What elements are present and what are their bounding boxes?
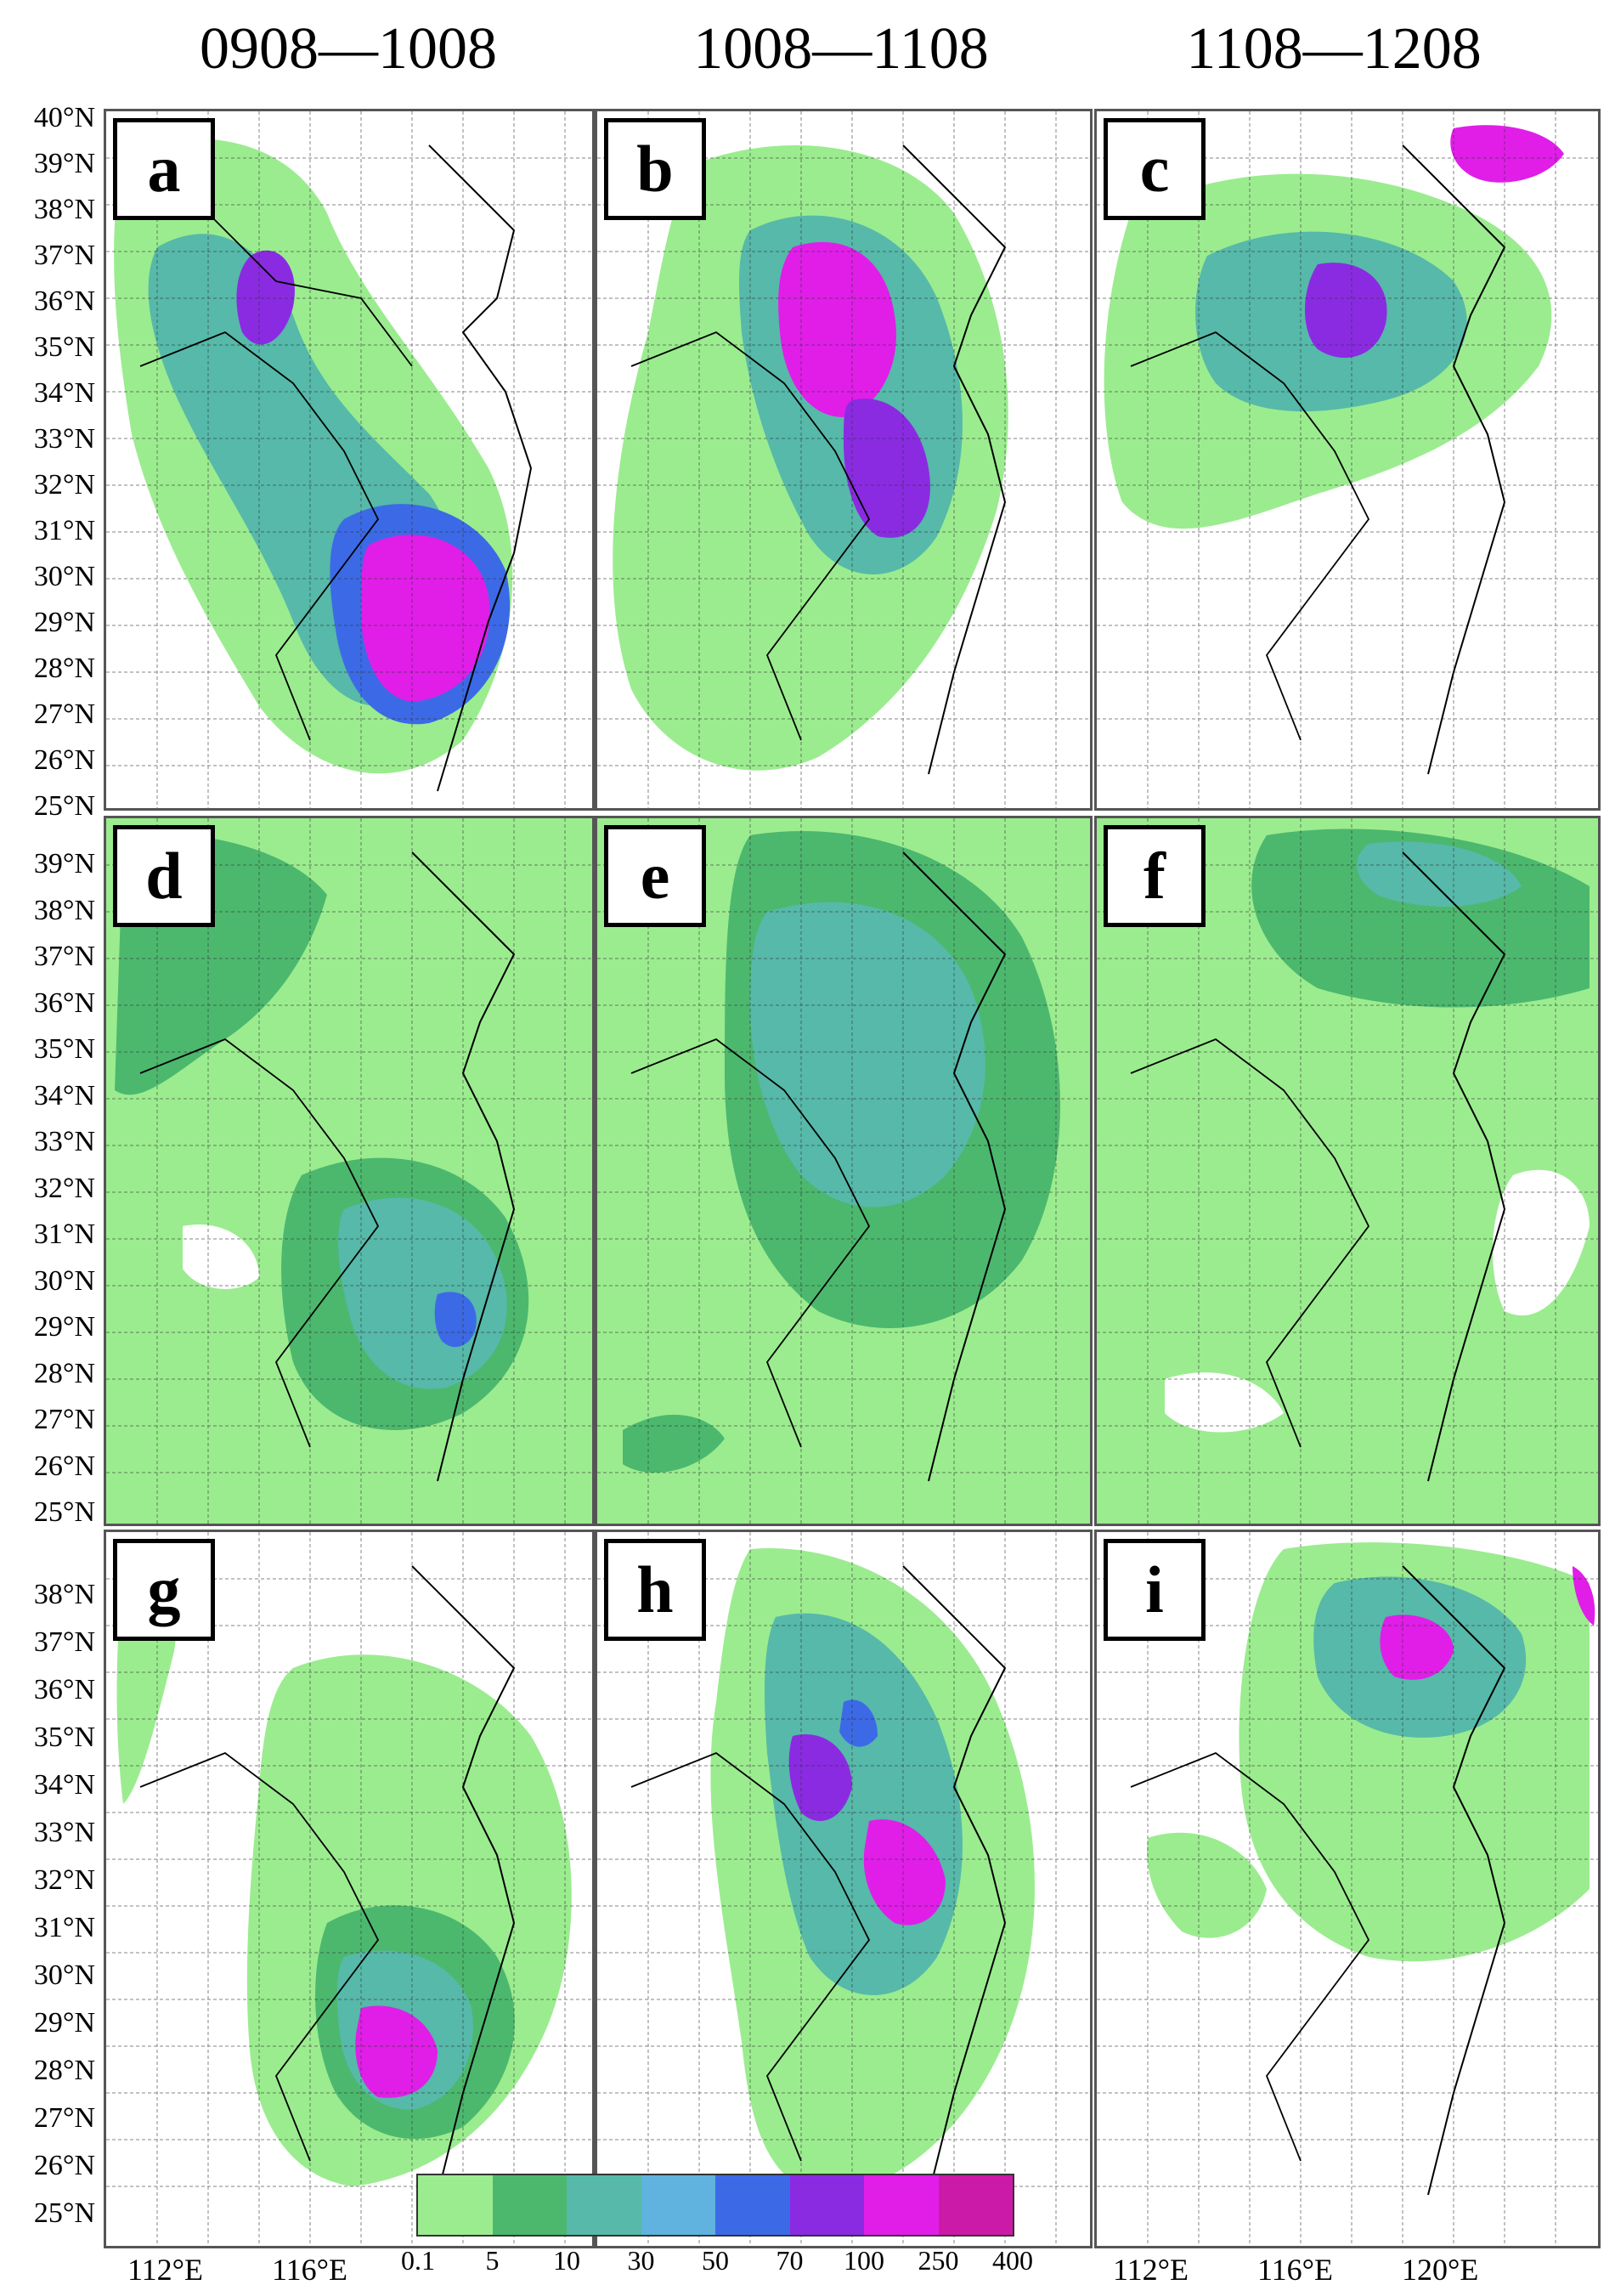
lon-label-i-116: 116°E: [1257, 2253, 1334, 2287]
map-panel-e: e: [595, 816, 1093, 1526]
lon-label-i-112: 112°E: [1113, 2253, 1189, 2287]
lat-label: 31°N: [33, 515, 95, 546]
column-title-1: 0908—1008: [200, 16, 497, 82]
lat-label: 28°N: [33, 653, 95, 684]
lat-label: 25°N: [33, 2197, 95, 2229]
lat-label: 26°N: [33, 744, 95, 776]
lon-label-i-120: 120°E: [1402, 2253, 1479, 2287]
panel-label-g: g: [113, 1539, 215, 1641]
colorbar-tick-label: 50: [702, 2245, 729, 2276]
lat-label: 33°N: [33, 1126, 95, 1157]
lon-label-g-112: 112°E: [127, 2253, 204, 2287]
panel-label-d: d: [113, 825, 215, 927]
lat-label: 35°N: [33, 1722, 95, 1753]
lat-label: 31°N: [33, 1219, 95, 1250]
panel-label-a: a: [113, 118, 215, 220]
lat-label: 26°N: [33, 1450, 95, 1482]
lat-label: 36°N: [33, 286, 95, 317]
colorbar-swatch: [418, 2175, 493, 2235]
lat-label: 30°N: [33, 561, 95, 592]
lon-label-g-116: 116°E: [272, 2253, 348, 2287]
panel-label-f: f: [1104, 825, 1206, 927]
colorbar-swatch: [715, 2175, 790, 2235]
lat-label: 29°N: [33, 1311, 95, 1343]
lat-label: 29°N: [33, 607, 95, 638]
lat-label: 36°N: [33, 1674, 95, 1705]
lat-label: 34°N: [33, 377, 95, 409]
colorbar-swatch: [938, 2175, 1013, 2235]
precip-map-c: [1097, 111, 1598, 808]
lat-label: 26°N: [33, 2150, 95, 2181]
panel-label-i: i: [1104, 1539, 1206, 1641]
precip-map-d: [106, 818, 592, 1524]
precip-colorbar: [416, 2174, 1014, 2237]
map-panel-f: f: [1094, 816, 1601, 1526]
colorbar-tick-label: 400: [992, 2245, 1033, 2276]
lat-label: 37°N: [33, 240, 95, 271]
precip-map-h: [597, 1532, 1090, 2246]
lat-label: 34°N: [33, 1079, 95, 1111]
colorbar-swatch: [864, 2175, 939, 2235]
panel-label-c: c: [1104, 118, 1206, 220]
colorbar-tick-label: 10: [553, 2245, 580, 2276]
lat-label: 37°N: [33, 1626, 95, 1658]
precip-map-e: [597, 818, 1090, 1524]
lat-label: 34°N: [33, 1769, 95, 1801]
lat-label: 38°N: [33, 1579, 95, 1610]
precip-map-i: [1097, 1532, 1598, 2246]
map-panel-i: i: [1094, 1530, 1601, 2248]
lat-label: 27°N: [33, 2102, 95, 2134]
colorbar-swatch: [641, 2175, 715, 2235]
lat-label: 30°N: [33, 1264, 95, 1297]
colorbar-swatch: [492, 2175, 567, 2235]
column-title-2: 1008—1108: [693, 16, 989, 82]
lat-label: 28°N: [33, 1357, 95, 1389]
precip-map-g: [106, 1532, 592, 2246]
precip-map-f: [1097, 818, 1598, 1524]
map-panel-g: g: [104, 1530, 595, 2248]
precip-map-a: [106, 111, 592, 808]
lat-label: 32°N: [33, 469, 95, 500]
colorbar-tick-label: 0.1: [401, 2245, 435, 2276]
colorbar-swatch: [567, 2175, 641, 2235]
lat-label: 28°N: [33, 2055, 95, 2086]
lat-label: 37°N: [33, 941, 95, 972]
lat-label: 29°N: [33, 2007, 95, 2039]
lat-label: 27°N: [33, 1404, 95, 1435]
lat-label: 40°N: [33, 102, 95, 133]
lat-label: 33°N: [33, 423, 95, 455]
map-panel-a: a: [104, 109, 595, 811]
colorbar-tick-label: 70: [776, 2245, 804, 2276]
precip-map-b: [597, 111, 1090, 808]
lat-label: 25°N: [33, 1496, 95, 1528]
lat-label: 36°N: [33, 987, 95, 1019]
colorbar-swatch: [789, 2175, 864, 2235]
lat-label: 33°N: [33, 1817, 95, 1848]
map-panel-d: d: [104, 816, 595, 1526]
panel-label-b: b: [604, 118, 706, 220]
lat-label: 38°N: [33, 894, 95, 926]
column-title-3: 1108—1208: [1186, 16, 1482, 82]
lat-label: 31°N: [33, 1912, 95, 1943]
lat-label: 25°N: [33, 790, 95, 822]
lat-label: 39°N: [33, 848, 95, 879]
map-panel-b: b: [595, 109, 1093, 811]
colorbar-tick-label: 250: [918, 2245, 959, 2276]
colorbar-tick-label: 30: [627, 2245, 655, 2276]
panel-label-h: h: [604, 1539, 706, 1641]
lat-label: 30°N: [33, 1960, 95, 1991]
colorbar-tick-label: 100: [844, 2245, 884, 2276]
map-panel-c: c: [1094, 109, 1601, 811]
map-panel-h: h: [595, 1530, 1093, 2248]
lat-label: 39°N: [33, 148, 95, 179]
colorbar-tick-label: 5: [485, 2245, 500, 2276]
lat-label: 32°N: [33, 1172, 95, 1204]
lat-label: 32°N: [33, 1864, 95, 1896]
lat-label: 27°N: [33, 698, 95, 730]
panel-label-e: e: [604, 825, 706, 927]
lat-label: 35°N: [33, 331, 95, 363]
lat-label: 35°N: [33, 1033, 95, 1065]
lat-label: 38°N: [33, 194, 95, 225]
